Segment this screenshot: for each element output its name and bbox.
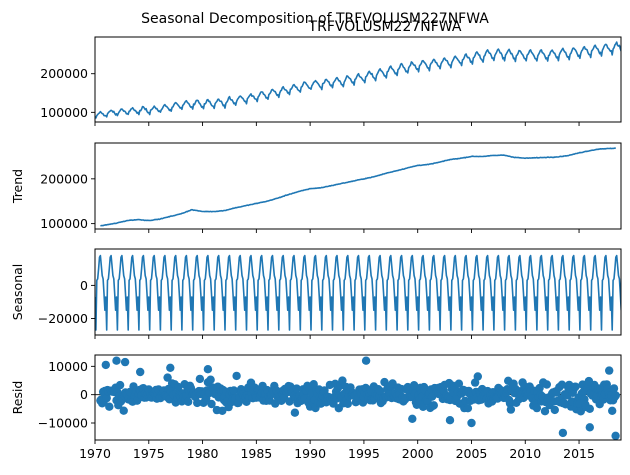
resid-point bbox=[550, 405, 559, 415]
y-tick-label: −20000 bbox=[38, 311, 88, 326]
resid-point bbox=[611, 431, 620, 440]
resid-point bbox=[136, 367, 145, 377]
y-tick-label: 10000 bbox=[48, 359, 88, 374]
resid-point bbox=[540, 407, 550, 416]
y-tick-label: 100000 bbox=[40, 105, 88, 120]
panel-4-frame bbox=[94, 354, 622, 441]
y-tick-label: 200000 bbox=[40, 66, 88, 81]
resid-point bbox=[463, 404, 473, 413]
seasonal-series-line bbox=[95, 254, 621, 331]
y-tick-label: −10000 bbox=[38, 416, 88, 431]
panel-1-frame bbox=[94, 36, 622, 123]
resid-point bbox=[105, 402, 114, 411]
x-tick-label: 1985 bbox=[240, 446, 272, 461]
trend-series-line bbox=[100, 147, 617, 227]
panel-4-data bbox=[95, 356, 621, 440]
resid-point bbox=[203, 365, 213, 374]
panel-2-frame bbox=[94, 142, 622, 230]
resid-point bbox=[409, 381, 419, 390]
resid-point bbox=[207, 399, 216, 409]
resid-point bbox=[532, 403, 542, 413]
observed-series-line bbox=[95, 41, 621, 119]
resid-point bbox=[611, 391, 620, 400]
resid-point bbox=[338, 376, 347, 385]
resid-point bbox=[558, 428, 568, 438]
resid-point bbox=[408, 414, 417, 423]
resid-point bbox=[193, 398, 202, 408]
resid-point bbox=[115, 380, 125, 390]
y-tick-label: 0 bbox=[80, 278, 88, 293]
resid-point bbox=[206, 375, 215, 384]
panel-3-ylabel: Seasonal bbox=[10, 264, 25, 321]
x-tick-label: 2000 bbox=[402, 446, 434, 461]
panel-3: −20000 0 Seasonal bbox=[10, 248, 622, 339]
resid-point bbox=[585, 404, 594, 413]
resid-point bbox=[195, 374, 205, 384]
resid-point bbox=[557, 380, 567, 389]
resid-point bbox=[102, 393, 111, 403]
panel-4-ylabel: Resid bbox=[10, 381, 25, 415]
resid-point bbox=[571, 382, 580, 391]
resid-point bbox=[163, 373, 172, 382]
panel-1-title: TRFVOLUSM227NFWA bbox=[308, 19, 462, 35]
resid-point bbox=[473, 372, 482, 381]
resid-point bbox=[505, 399, 515, 408]
panel-4: −10000 0 10000 1970 1975 1980 1985 1990 1995 2000… bbox=[10, 354, 622, 461]
resid-point bbox=[361, 356, 371, 365]
resid-point bbox=[429, 401, 438, 410]
panel-1: 100000 200000 TRFVOLUSM227NFWA bbox=[40, 19, 622, 126]
resid-point bbox=[605, 366, 614, 375]
resid-point bbox=[343, 399, 352, 408]
resid-point bbox=[542, 380, 551, 389]
x-tick-label: 2005 bbox=[456, 446, 488, 461]
x-tick-label: 1975 bbox=[133, 446, 165, 461]
x-tick-label: 1990 bbox=[294, 446, 326, 461]
resid-point bbox=[292, 384, 301, 393]
x-tick-label: 1995 bbox=[348, 446, 380, 461]
resid-point bbox=[184, 397, 193, 406]
resid-point bbox=[112, 356, 121, 365]
x-tick-label: 1970 bbox=[79, 446, 111, 461]
resid-point bbox=[609, 384, 619, 393]
resid-point bbox=[375, 386, 385, 396]
resid-point bbox=[232, 371, 241, 381]
resid-point bbox=[585, 423, 594, 432]
panel-2-ylabel: Trend bbox=[10, 169, 25, 204]
resid-point bbox=[101, 360, 111, 370]
resid-point bbox=[218, 406, 227, 415]
resid-point bbox=[229, 386, 239, 395]
panel-2-data bbox=[100, 147, 617, 227]
panel-1-data bbox=[95, 41, 621, 119]
panel-3-frame bbox=[94, 248, 622, 336]
resid-point bbox=[506, 405, 516, 414]
panel-2: 100000 200000 Trend bbox=[10, 142, 622, 233]
resid-point bbox=[119, 406, 128, 415]
y-tick-label: 0 bbox=[80, 387, 88, 402]
resid-point bbox=[467, 418, 476, 428]
resid-point bbox=[166, 363, 175, 372]
resid-point bbox=[290, 408, 300, 417]
figure-suptitle: Seasonal Decomposition of TRFVOLUSM227NF… bbox=[141, 11, 489, 27]
y-tick-label: 200000 bbox=[40, 171, 88, 186]
resid-point bbox=[445, 416, 455, 425]
resid-point bbox=[608, 406, 617, 415]
x-tick-label: 1980 bbox=[187, 446, 219, 461]
panel-3-data bbox=[95, 254, 621, 331]
y-tick-label: 100000 bbox=[40, 216, 88, 231]
x-tick-label: 2010 bbox=[509, 446, 541, 461]
resid-point bbox=[234, 398, 243, 408]
x-tick-label: 2015 bbox=[563, 446, 595, 461]
resid-point bbox=[454, 379, 464, 388]
resid-point bbox=[120, 357, 130, 367]
